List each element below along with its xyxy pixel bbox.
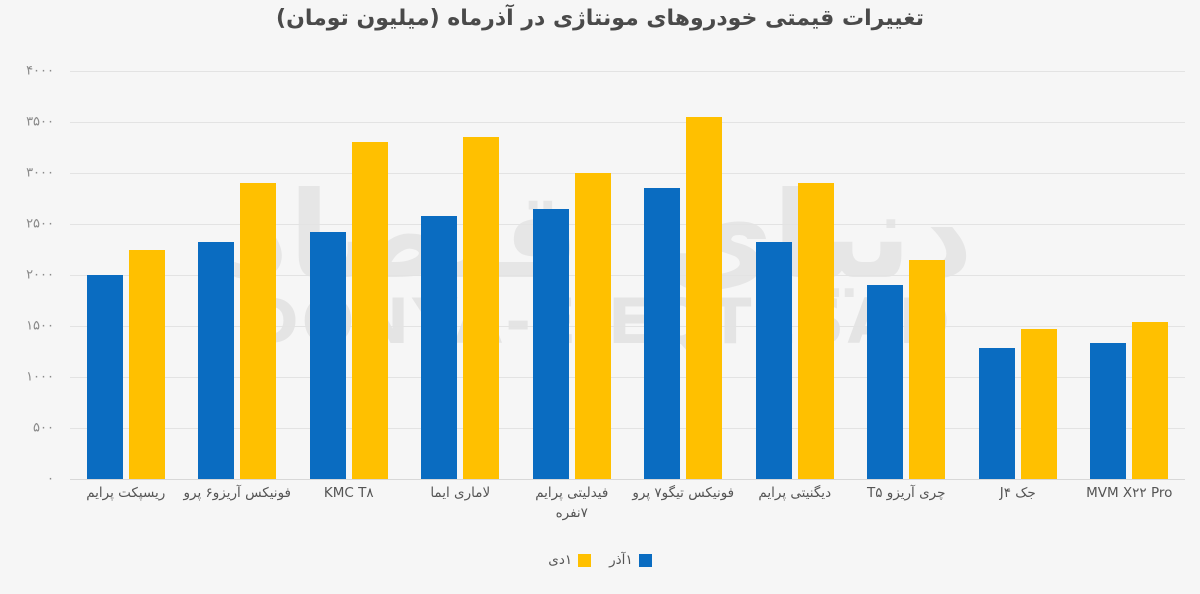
bar-pair bbox=[739, 71, 851, 479]
gridline bbox=[70, 326, 1185, 327]
bar[interactable] bbox=[421, 215, 458, 479]
y-axis-tick-label: ۱۵۰۰ bbox=[26, 318, 54, 334]
legend-label: ۱آذر bbox=[609, 552, 633, 568]
bar-pair bbox=[1074, 71, 1186, 479]
bar[interactable] bbox=[128, 249, 165, 479]
bar[interactable] bbox=[463, 137, 500, 479]
bar[interactable] bbox=[1020, 329, 1057, 479]
bar[interactable] bbox=[1090, 343, 1127, 479]
bar[interactable] bbox=[86, 275, 123, 479]
bar-pair bbox=[182, 71, 294, 479]
x-axis-tick-label: MVM X۲۲ Pro bbox=[1086, 485, 1173, 501]
bar[interactable] bbox=[198, 242, 235, 479]
x-axis-tick-label: فونیکس تیگو۷ پرو bbox=[632, 485, 735, 501]
bar-group bbox=[182, 71, 294, 479]
gridline bbox=[70, 275, 1185, 276]
bar-group bbox=[405, 71, 517, 479]
plot-area bbox=[70, 71, 1185, 480]
y-axis-tick-label: ۰ bbox=[47, 471, 54, 487]
bar-pair bbox=[70, 71, 182, 479]
bar-group bbox=[516, 71, 628, 479]
chart-legend: ۱آذر ۱دی bbox=[0, 552, 1200, 568]
bar-group bbox=[851, 71, 963, 479]
y-axis-tick-label: ۲۰۰۰ bbox=[26, 267, 54, 283]
x-axis-tick-label: جک J۴ bbox=[999, 485, 1036, 501]
legend-swatch bbox=[578, 553, 592, 567]
x-axis-tick-label: KMC T۸ bbox=[323, 485, 374, 501]
gridline bbox=[70, 224, 1185, 225]
bar[interactable] bbox=[978, 348, 1015, 479]
y-axis-tick-label: ۱۰۰۰ bbox=[26, 369, 54, 385]
y-axis-tick-label: ۵۰۰ bbox=[33, 420, 54, 436]
bar-group bbox=[628, 71, 740, 479]
bar[interactable] bbox=[797, 183, 834, 479]
gridline bbox=[70, 71, 1185, 72]
x-axis-tick-label: دیگنیتی پرایم bbox=[758, 485, 832, 501]
bar-pair bbox=[628, 71, 740, 479]
bar-group bbox=[1074, 71, 1186, 479]
gridline bbox=[70, 377, 1185, 378]
bar-groups bbox=[70, 71, 1185, 479]
bar[interactable] bbox=[240, 183, 277, 479]
bar[interactable] bbox=[574, 173, 611, 479]
x-axis-tick-label: لاماری ایما bbox=[430, 485, 491, 501]
bar-pair bbox=[293, 71, 405, 479]
bar-group bbox=[739, 71, 851, 479]
bar-pair bbox=[405, 71, 517, 479]
legend-item[interactable]: ۱آذر bbox=[609, 552, 652, 568]
bar[interactable] bbox=[755, 242, 792, 479]
bar[interactable] bbox=[867, 285, 904, 479]
gridline bbox=[70, 122, 1185, 123]
bar[interactable] bbox=[644, 188, 681, 479]
chart-title: تغییرات قیمتی خودروهای مونتاژی در آذرماه… bbox=[276, 6, 924, 31]
bar-group bbox=[293, 71, 405, 479]
x-axis-tick-labels: MVM X۲۲ Pro جک J۴ چری آریزو T۵ دیگنیتی پرای… bbox=[70, 484, 1185, 544]
legend-item[interactable]: ۱دی bbox=[548, 552, 592, 568]
bar-pair bbox=[851, 71, 963, 479]
x-axis-tick-label: ریسپکت پرایم bbox=[86, 485, 166, 501]
y-axis-tick-label: ۲۵۰۰ bbox=[26, 216, 54, 232]
legend-swatch bbox=[638, 553, 652, 567]
bar[interactable] bbox=[351, 142, 388, 479]
gridline bbox=[70, 428, 1185, 429]
x-axis-tick-label: فیدلیتی پرایم ۷نفره bbox=[535, 485, 609, 521]
bar[interactable] bbox=[532, 208, 569, 479]
bar-group bbox=[70, 71, 182, 479]
x-axis-tick-label: چری آریزو T۵ bbox=[867, 485, 946, 501]
bar[interactable] bbox=[309, 232, 346, 479]
gridline bbox=[70, 479, 1185, 480]
bar[interactable] bbox=[909, 259, 946, 479]
x-axis-tick-label: فونیکس آریزو۶ پرو bbox=[183, 485, 291, 501]
y-axis-tick-label: ۳۵۰۰ bbox=[26, 114, 54, 130]
gridline bbox=[70, 173, 1185, 174]
y-axis-tick-label: ۴۰۰۰ bbox=[26, 63, 54, 79]
bar[interactable] bbox=[686, 116, 723, 479]
legend-label: ۱دی bbox=[548, 552, 573, 568]
bar[interactable] bbox=[1132, 321, 1169, 479]
y-axis-tick-labels: ۴۰۰۰ ۳۵۰۰ ۳۰۰۰ ۲۵۰۰ ۲۰۰۰ ۱۵۰۰ ۱۰۰۰ ۵۰۰ ۰ bbox=[0, 64, 62, 487]
bar-pair bbox=[962, 71, 1074, 479]
bar-group bbox=[962, 71, 1074, 479]
bar-pair bbox=[516, 71, 628, 479]
y-axis-tick-label: ۳۰۰۰ bbox=[26, 165, 54, 181]
